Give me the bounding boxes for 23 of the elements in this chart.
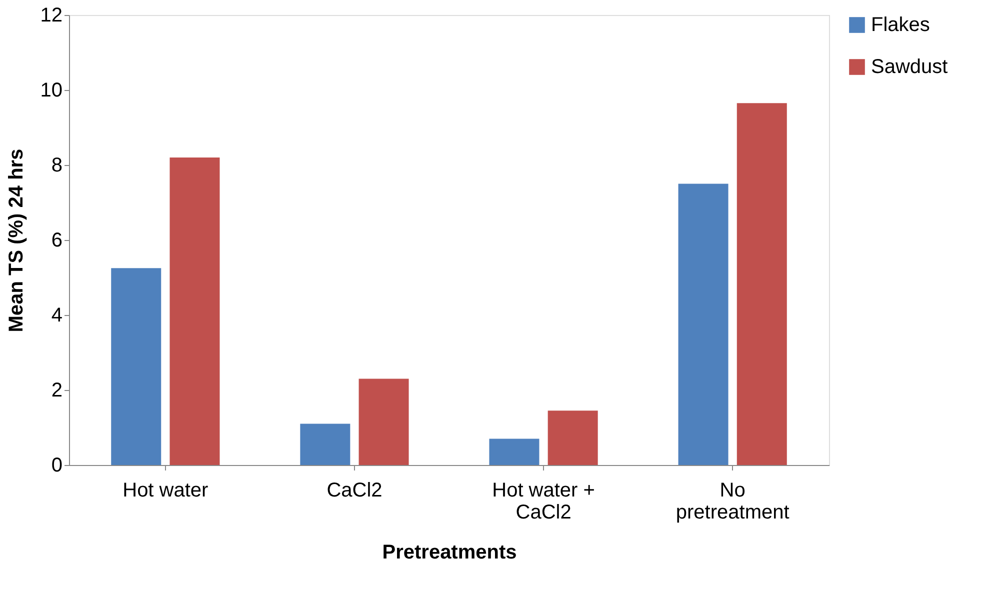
bar — [300, 424, 350, 465]
bar — [111, 268, 162, 465]
bar — [489, 438, 540, 465]
y-tick-label: 6 — [51, 230, 62, 252]
bar — [736, 103, 787, 465]
y-tick-label: 12 — [40, 4, 62, 26]
legend-label: Flakes — [871, 14, 930, 36]
legend-label: Sawdust — [871, 56, 948, 78]
x-axis-title: Pretreatments — [382, 542, 517, 564]
bar — [170, 158, 220, 465]
x-tick-label: CaCl2 — [326, 480, 382, 502]
y-tick-label: 0 — [51, 454, 62, 476]
x-tick-label: No pretreatment — [676, 480, 790, 524]
x-tick-label: Hot water — [122, 480, 209, 502]
bar — [548, 410, 598, 465]
y-tick-label: 10 — [40, 80, 62, 102]
y-tick-label: 4 — [51, 304, 62, 326]
y-tick-label: 8 — [51, 154, 62, 176]
bar — [358, 378, 409, 465]
x-tick-label: Hot water + CaCl2 — [492, 480, 595, 524]
y-axis-title: Mean TS (%) 24 hrs — [5, 148, 28, 332]
bar — [678, 184, 728, 465]
y-tick-label: 2 — [51, 380, 62, 402]
